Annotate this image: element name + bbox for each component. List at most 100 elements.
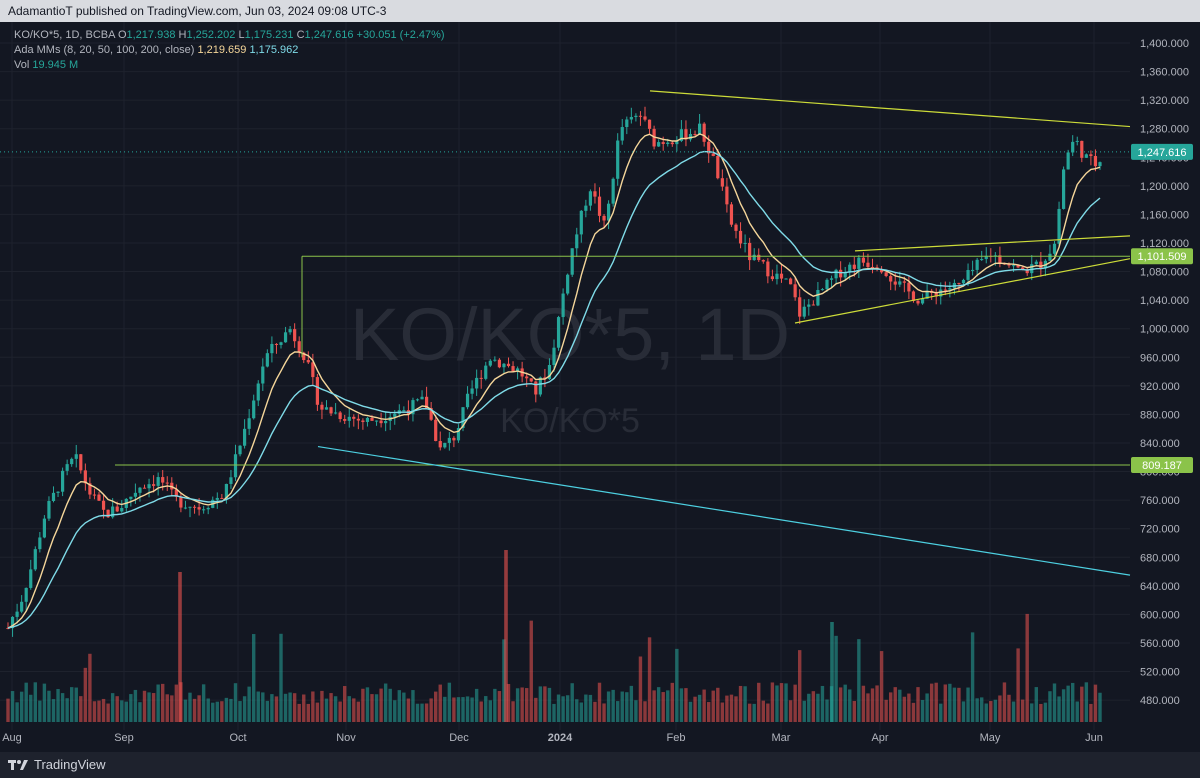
candle-body — [324, 407, 329, 410]
volume-bar — [879, 651, 884, 722]
volume-bar — [1075, 701, 1079, 722]
volume-bar — [15, 702, 19, 722]
candle-body — [497, 359, 501, 368]
candle-body — [793, 284, 797, 298]
candle-body — [679, 129, 683, 141]
time-axis[interactable]: Aug Sep Oct Nov Dec 2024 Feb Mar Apr May Jun — [2, 732, 1103, 744]
candle-body — [1011, 265, 1016, 267]
candle-body — [579, 210, 583, 235]
volume-bar — [1025, 613, 1029, 722]
volume-bar — [647, 637, 652, 722]
volume-bar — [56, 689, 60, 722]
ma-row: Ada MMs (8, 20, 50, 100, 200, close) 1,2… — [14, 43, 445, 58]
candle-body — [761, 260, 765, 262]
candle-body — [870, 266, 875, 268]
volume-bar — [92, 701, 97, 722]
candle-body — [261, 366, 265, 384]
candle-body — [980, 259, 984, 261]
vol-label[interactable]: Vol — [14, 59, 30, 71]
candle-body — [611, 178, 615, 204]
ma-label[interactable]: Ada MMs (8, 20, 50, 100, 200, close) — [14, 44, 195, 56]
volume-bar — [907, 693, 911, 722]
candle-body — [657, 142, 661, 147]
candle-body — [939, 289, 943, 297]
volume-bar — [597, 682, 602, 722]
y-tick-label: 1,040.000 — [1140, 295, 1189, 307]
x-tick-label: Nov — [336, 732, 356, 744]
volume-bar — [961, 701, 966, 722]
volume-bar — [1016, 648, 1020, 722]
volume-bar — [529, 620, 533, 722]
volume-bar — [60, 693, 65, 722]
candle-body — [243, 428, 247, 446]
candle-body — [183, 507, 188, 509]
y-tick-label: 720.000 — [1140, 524, 1180, 536]
volume-bar — [497, 691, 502, 722]
volume-bar — [283, 693, 288, 722]
volume-bar — [889, 692, 893, 722]
volume-bar — [211, 702, 215, 722]
candle-body — [115, 506, 119, 512]
y-tick-label: 1,000.000 — [1140, 324, 1189, 336]
price-chart[interactable]: KO/KO*5, 1D KO/KO*5 1,400.000 1,360.000 1,… — [0, 0, 1200, 752]
candle-body — [238, 445, 242, 455]
volume-bar — [361, 688, 365, 722]
candle-body — [1062, 169, 1066, 209]
candle-body — [734, 224, 738, 231]
candle-body — [197, 507, 201, 510]
candle-body — [834, 269, 838, 279]
candle-body — [74, 454, 78, 459]
volume-bar — [242, 696, 247, 722]
volume-bar — [292, 693, 297, 722]
candle-body — [51, 492, 56, 502]
volume-bar — [611, 689, 615, 722]
candle-body — [293, 329, 297, 342]
candle-body — [179, 496, 183, 508]
candle-body — [420, 396, 424, 400]
volume-bar — [716, 687, 720, 722]
volume-bar — [279, 633, 283, 722]
volume-bar — [261, 692, 265, 722]
volume-bar — [1030, 703, 1034, 722]
y-tick-label: 760.000 — [1140, 495, 1180, 507]
candle-body — [570, 248, 574, 275]
tradingview-logo[interactable]: TradingView — [8, 757, 106, 772]
volume-bar — [975, 698, 979, 722]
candle-body — [770, 276, 774, 280]
y-tick-label: 960.000 — [1140, 352, 1180, 364]
volume-bar — [165, 694, 169, 722]
watermark-small: KO/KO*5 — [500, 402, 640, 440]
drawings — [0, 90, 1131, 576]
candle-body — [425, 396, 429, 409]
volume-bar — [265, 700, 270, 722]
volume-bar — [1084, 682, 1089, 722]
y-tick-label: 1,200.000 — [1140, 181, 1189, 193]
volume-bar — [474, 688, 479, 722]
close-label: C — [296, 29, 305, 41]
volume-bar — [525, 688, 529, 722]
y-tick-label: 1,080.000 — [1140, 267, 1189, 279]
volume-bar — [707, 702, 711, 722]
volume-bar — [866, 693, 870, 722]
x-tick-label: Mar — [772, 732, 791, 744]
candle-body — [215, 497, 219, 500]
candle-body — [575, 234, 579, 249]
volume-bar — [620, 691, 624, 722]
symbol-label[interactable]: KO/KO*5, 1D, BCBA — [14, 29, 115, 41]
volume-bar — [857, 639, 861, 722]
volume-bar — [484, 696, 488, 722]
volume-bar — [88, 653, 92, 722]
candle-body — [866, 262, 870, 267]
candle-body — [156, 477, 160, 486]
candle-body — [857, 257, 861, 269]
candle-body — [479, 377, 483, 379]
volume-bar — [192, 698, 197, 722]
candle-body — [334, 412, 338, 414]
candle-body — [393, 413, 397, 417]
candle-body — [165, 482, 169, 484]
candle-body — [274, 343, 279, 345]
candle-body — [889, 276, 893, 282]
candle-body — [356, 418, 360, 421]
price-label-box — [1131, 456, 1193, 473]
volume-bar — [616, 701, 620, 722]
